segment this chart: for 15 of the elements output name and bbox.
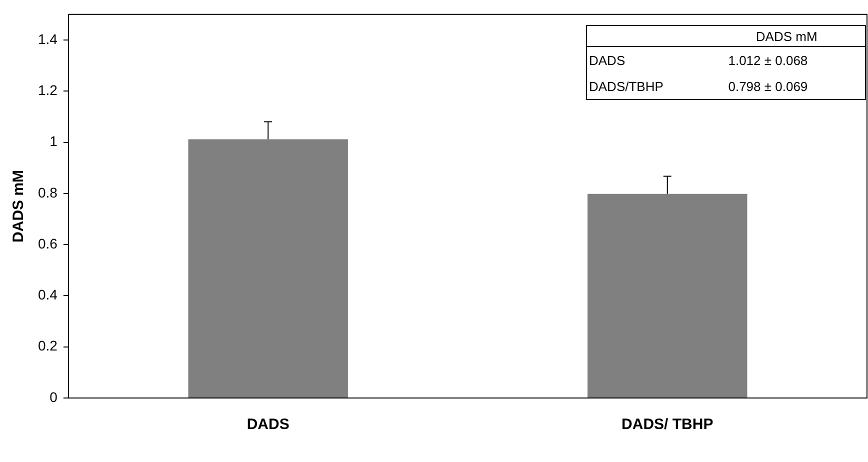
annotation: 1.012 ± 0.068 [727,52,809,70]
y-tick-label: 0.4 [38,286,58,303]
annotation: DADS [588,52,626,70]
x-tick-label: DADS/ TBHP [622,416,714,434]
annotation: 0.798 ± 0.069 [727,78,809,96]
y-tick-label: 0 [50,388,58,405]
y-tick-label: 0.8 [38,184,58,200]
y-tick-label: 0.6 [38,235,58,252]
y-axis-title: DADS mM [10,170,28,242]
y-tick-label: 1.2 [38,82,58,98]
y-tick-label: 1 [50,133,58,150]
y-tick-label: 1.4 [38,30,58,47]
annotation: DADS/TBHP [588,78,664,96]
y-tick-label: 0.2 [38,338,58,354]
annotation: DADS mM [708,26,866,46]
